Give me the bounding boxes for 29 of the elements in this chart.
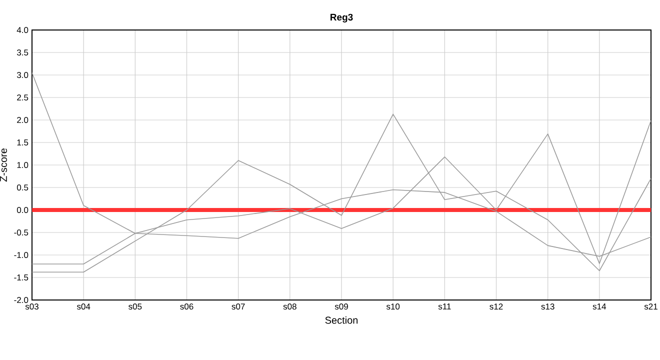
y-tick-label: 3.0 (16, 72, 28, 78)
x-tick-label: s10 (386, 304, 400, 310)
y-tick-label: -0.5 (14, 230, 28, 236)
y-tick-label: 2.5 (17, 94, 28, 101)
x-tick-label: s21 (644, 304, 658, 310)
x-tick-label: s08 (283, 304, 296, 310)
y-tick-label: -1.0 (14, 252, 28, 258)
x-tick-label: s06 (180, 304, 194, 310)
x-tick-label: s14 (592, 304, 606, 310)
y-tick-label: 1.0 (17, 162, 28, 168)
y-tick-label: -1.5 (14, 274, 28, 280)
x-tick-label: s05 (128, 304, 142, 310)
x-tick-label: s09 (334, 304, 348, 310)
x-tick-label: s11 (438, 304, 451, 310)
y-tick-label: 2.0 (17, 117, 28, 124)
y-tick-label: 0.5 (16, 184, 28, 191)
x-tick-label: s03 (25, 304, 38, 310)
y-axis-title: Z-score (0, 148, 7, 182)
y-tick-label: 3.5 (16, 50, 28, 56)
x-axis-title: Section (325, 316, 358, 324)
x-tick-label: s12 (490, 304, 503, 310)
y-tick-label: 4.0 (16, 27, 28, 34)
x-tick-label: s07 (232, 304, 245, 310)
x-tick-label: s04 (76, 304, 90, 310)
x-tick-label: s13 (541, 304, 554, 310)
y-tick-label: 1.5 (17, 140, 28, 146)
y-tick-label: -2.0 (14, 297, 28, 304)
y-tick-label: 0.0 (16, 207, 28, 214)
chart-title: Reg3 (330, 14, 353, 22)
